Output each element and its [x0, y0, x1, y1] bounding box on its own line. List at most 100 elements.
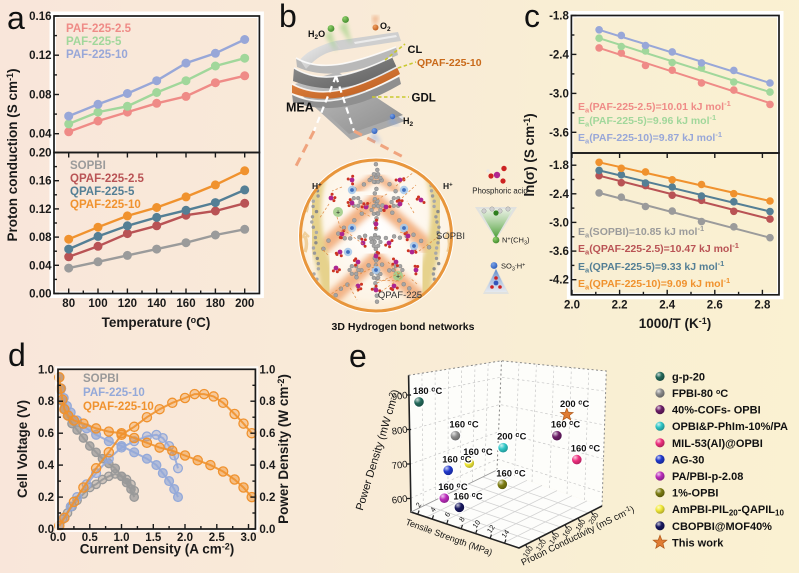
svg-text:QPAF-225-10: QPAF-225-10 [83, 401, 154, 413]
svg-text:PAF-225-2.5: PAF-225-2.5 [66, 23, 132, 35]
svg-text:Power Density (W cm-2): Power Density (W cm-2) [276, 374, 291, 524]
svg-text:14: 14 [499, 528, 511, 540]
svg-text:e: e [349, 338, 367, 374]
svg-text:-3.0: -3.0 [549, 217, 569, 229]
svg-text:0.8: 0.8 [259, 396, 276, 408]
svg-text:160 oC: 160 oC [551, 419, 581, 430]
svg-text:O2: O2 [380, 21, 391, 33]
svg-text:Temperature (oC): Temperature (oC) [102, 315, 211, 330]
svg-text:SOPBI: SOPBI [83, 373, 119, 385]
svg-text:Ea(PAF-225-10)=9.87 kJ mol-1: Ea(PAF-225-10)=9.87 kJ mol-1 [578, 130, 722, 146]
svg-text:d: d [8, 337, 26, 373]
svg-text:-2.4: -2.4 [549, 189, 569, 201]
svg-text:0.00: 0.00 [29, 289, 51, 301]
svg-text:0.08: 0.08 [29, 90, 52, 102]
svg-text:Ea(PAF-225-5)=9.96 kJ mol-1: Ea(PAF-225-5)=9.96 kJ mol-1 [578, 113, 716, 129]
svg-text:0.16: 0.16 [29, 11, 51, 23]
svg-text:4: 4 [428, 505, 438, 513]
svg-text:QPAF-225-5: QPAF-225-5 [70, 186, 135, 198]
svg-text:QPAF-225-2.5: QPAF-225-2.5 [70, 173, 145, 185]
svg-text:200 oC: 200 oC [560, 398, 590, 409]
svg-text:0.2: 0.2 [38, 492, 54, 504]
svg-text:+: + [336, 210, 340, 217]
svg-text:b: b [279, 0, 297, 34]
svg-text:H+: H+ [443, 181, 453, 191]
svg-text:900: 900 [391, 390, 408, 403]
svg-text:2.6: 2.6 [707, 299, 723, 311]
svg-text:SO3-H+: SO3-H+ [501, 262, 525, 273]
svg-text:0.08: 0.08 [29, 232, 52, 244]
svg-text:160 oC: 160 oC [571, 443, 601, 454]
svg-text:0.6: 0.6 [259, 428, 275, 440]
svg-text:160 oC: 160 oC [449, 419, 479, 430]
svg-text:3.0: 3.0 [241, 532, 257, 544]
svg-text:CBOPBI@MOF40%: CBOPBI@MOF40% [672, 521, 772, 533]
svg-text:PAF-225-5: PAF-225-5 [66, 36, 122, 48]
svg-text:QPAF-225: QPAF-225 [378, 290, 422, 301]
svg-text:Proton conduction (S cm-1): Proton conduction (S cm-1) [5, 68, 20, 241]
svg-text:-1.8: -1.8 [549, 160, 569, 172]
svg-text:160: 160 [176, 298, 195, 310]
svg-text:Ea(PAF-225-2.5)=10.01 kJ mol-1: Ea(PAF-225-2.5)=10.01 kJ mol-1 [578, 99, 731, 115]
svg-text:H2O: H2O [308, 29, 325, 41]
svg-text:0.04: 0.04 [29, 260, 52, 272]
svg-text:This work: This work [672, 537, 724, 549]
svg-text:+: + [396, 274, 400, 281]
svg-text:600: 600 [391, 494, 408, 507]
svg-text:Ea(SOPBI)=10.85 kJ mol-1: Ea(SOPBI)=10.85 kJ mol-1 [578, 224, 704, 240]
svg-text:0.12: 0.12 [29, 50, 51, 62]
svg-text:200: 200 [235, 298, 254, 310]
svg-text:0.16: 0.16 [29, 176, 51, 188]
svg-text:8: 8 [457, 515, 467, 523]
svg-text:-1.8: -1.8 [549, 11, 569, 23]
svg-text:QPAF-225-10: QPAF-225-10 [70, 199, 141, 211]
svg-text:AmPBI-PIL20-QAPIL10: AmPBI-PIL20-QAPIL10 [672, 504, 784, 518]
svg-text:12: 12 [485, 523, 497, 535]
svg-text:0.20: 0.20 [29, 148, 51, 160]
svg-text:1.5: 1.5 [145, 532, 162, 544]
svg-text:MIL-53(Al)@OPBI: MIL-53(Al)@OPBI [672, 438, 763, 450]
svg-text:1.0: 1.0 [259, 364, 275, 376]
svg-text:0.4: 0.4 [259, 460, 276, 472]
svg-text:2.0: 2.0 [564, 299, 580, 311]
svg-text:3D Hydrogen bond networks: 3D Hydrogen bond networks [332, 321, 475, 333]
svg-text:2: 2 [414, 501, 424, 509]
svg-text:PAF-225-10: PAF-225-10 [83, 387, 145, 399]
svg-text:2.8: 2.8 [754, 299, 771, 311]
svg-text:0.4: 0.4 [38, 460, 55, 472]
svg-text:180: 180 [206, 298, 225, 310]
svg-text:1.0: 1.0 [38, 364, 54, 376]
svg-text:ln(σ) (S cm-1): ln(σ) (S cm-1) [522, 113, 537, 196]
svg-text:PA/PBI-p-2.08: PA/PBI-p-2.08 [672, 471, 743, 483]
svg-text:10: 10 [470, 518, 482, 530]
svg-text:6: 6 [443, 510, 453, 518]
svg-text:1.0: 1.0 [114, 532, 130, 544]
svg-text:MEA: MEA [286, 101, 314, 115]
svg-text:Cell Voltage (V): Cell Voltage (V) [15, 400, 30, 498]
svg-text:GDL: GDL [412, 93, 436, 105]
svg-text:0.2: 0.2 [259, 492, 275, 504]
svg-text:c: c [524, 0, 540, 34]
svg-text:160 oC: 160 oC [453, 490, 483, 501]
svg-text:SOPBI: SOPBI [436, 231, 465, 242]
svg-text:H+: H+ [312, 181, 322, 191]
svg-text:0.0: 0.0 [38, 524, 54, 536]
svg-text:Phosphoric acid: Phosphoric acid [472, 187, 527, 196]
svg-text:0.12: 0.12 [29, 204, 51, 216]
svg-text:-3.6: -3.6 [549, 246, 569, 258]
svg-text:-3.0: -3.0 [549, 88, 569, 100]
svg-text:120: 120 [118, 298, 137, 310]
svg-text:40%-COFs- OPBI: 40%-COFs- OPBI [672, 405, 761, 417]
svg-text:160 oC: 160 oC [442, 453, 472, 464]
svg-text:2.0: 2.0 [177, 532, 193, 544]
svg-text:1%-OPBI: 1%-OPBI [672, 488, 718, 500]
svg-text:140: 140 [147, 298, 166, 310]
svg-text:Current Density (A cm-2): Current Density (A cm-2) [80, 542, 235, 557]
svg-text:g-p-20: g-p-20 [672, 371, 705, 383]
svg-text:-4.2: -4.2 [549, 275, 569, 287]
svg-text:FPBI-80 oC: FPBI-80 oC [672, 388, 728, 400]
svg-text:100: 100 [88, 298, 107, 310]
svg-text:N+(CH3): N+(CH3) [502, 236, 530, 247]
svg-text:160 oC: 160 oC [438, 481, 468, 492]
svg-text:AG-30: AG-30 [672, 454, 704, 466]
